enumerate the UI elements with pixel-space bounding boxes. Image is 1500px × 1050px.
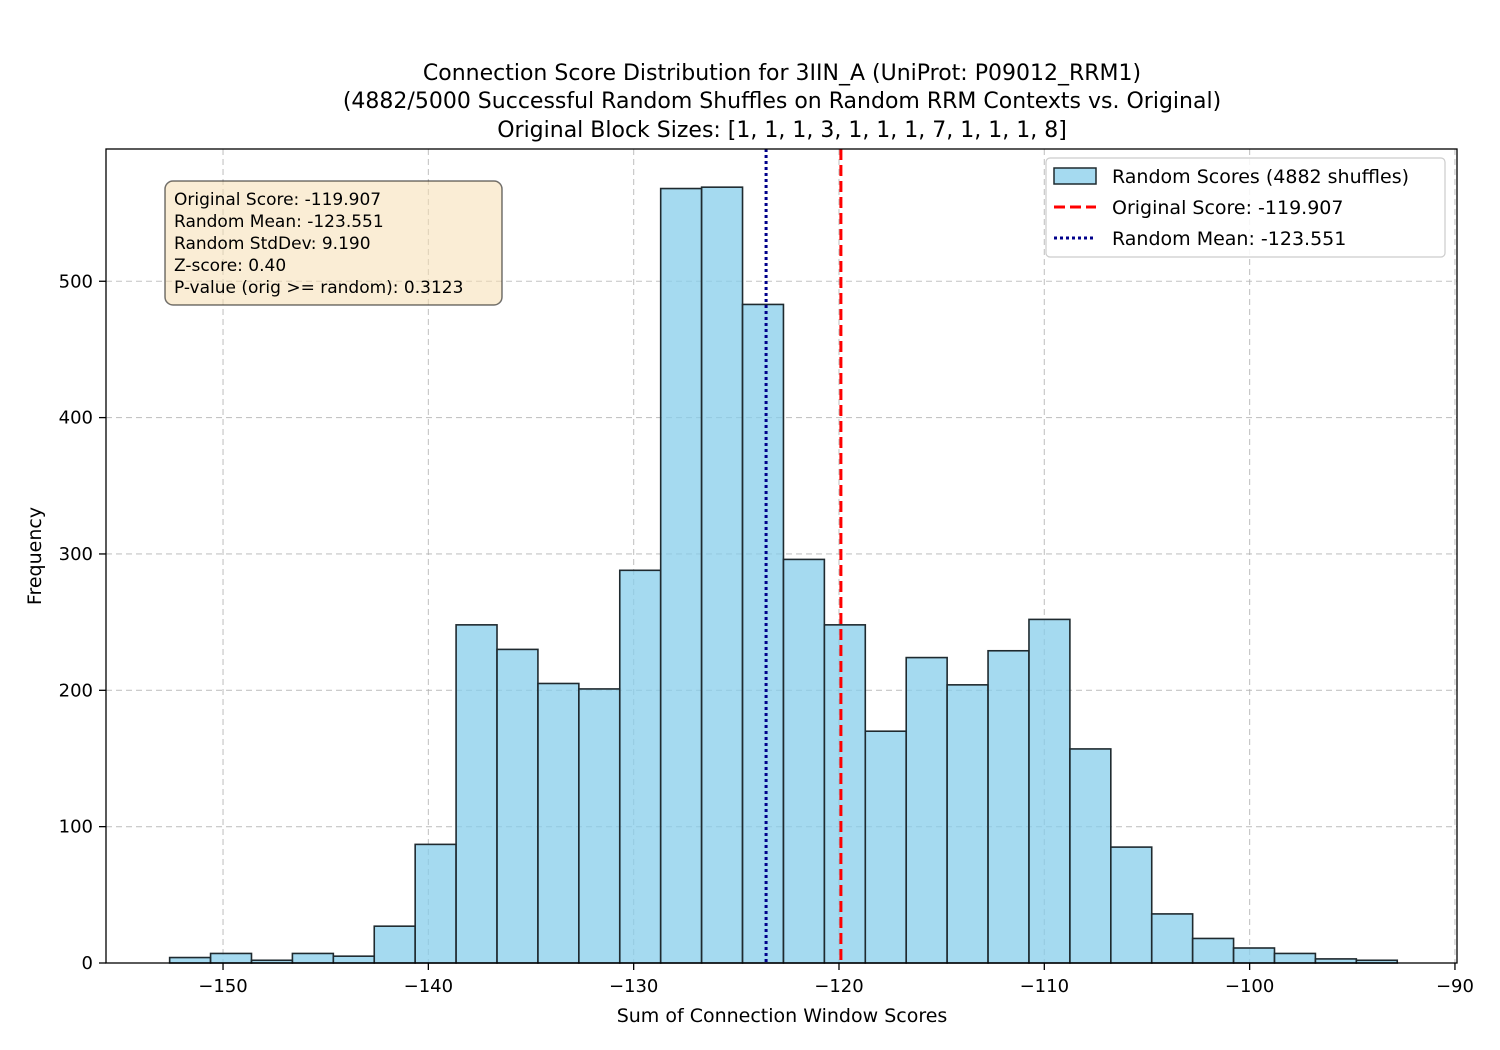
x-tick-label: −140 (404, 976, 453, 997)
histogram-bar (823, 624, 867, 964)
chart-title-line-1: Connection Score Distribution for 3IIN_A… (423, 61, 1141, 86)
chart-title-line-2: (4882/5000 Successful Random Shuffles on… (343, 89, 1221, 114)
stats-box: Original Score: -119.907 Random Mean: -1… (164, 180, 503, 306)
histogram-bar (455, 624, 498, 964)
chart-title-line-3: Original Block Sizes: [1, 1, 1, 3, 1, 1,… (497, 118, 1067, 143)
x-tick-label: −150 (198, 976, 247, 997)
legend-swatch-random-scores (1053, 167, 1097, 185)
histogram-bar (373, 925, 416, 964)
histogram-bar (987, 649, 1030, 964)
histogram-bar (782, 558, 826, 964)
y-tick-label: 500 (59, 271, 93, 292)
x-tick-label: −100 (1225, 976, 1274, 997)
stats-box-background (164, 180, 503, 306)
stats-random-mean: Random Mean: -123.551 (174, 212, 384, 232)
legend-label-random-scores: Random Scores (4882 shuffles) (1112, 166, 1409, 188)
histogram-bars (168, 186, 1399, 964)
histogram-bar (1273, 952, 1317, 964)
x-axis-label: Sum of Connection Window Scores (617, 1005, 948, 1027)
y-tick-label: 400 (59, 408, 93, 429)
histogram-bar (1028, 618, 1071, 964)
histogram-bar (168, 956, 212, 964)
histogram-bar (496, 648, 539, 964)
histogram-bar (1110, 846, 1153, 964)
x-tick-label: −130 (609, 976, 658, 997)
y-tick-label: 300 (59, 544, 93, 565)
y-axis-label: Frequency (24, 507, 46, 605)
chart-title: Connection Score Distribution for 3IIN_A… (343, 61, 1221, 143)
histogram-bar (1150, 913, 1194, 964)
legend-frame (1045, 157, 1446, 258)
histogram-bar (291, 952, 335, 964)
x-tick-label: −90 (1436, 976, 1474, 997)
axes-frame (105, 148, 1458, 964)
histogram-bar (332, 955, 376, 964)
histogram-bar (659, 187, 703, 964)
histogram-bar (537, 682, 580, 964)
x-tick-label: −120 (814, 976, 863, 997)
legend-label-original-score: Original Score: -119.907 (1112, 197, 1343, 219)
legend: Random Scores (4882 shuffles) Original S… (1045, 157, 1446, 258)
x-axis-ticks: −150 −140 −130 −120 −110 −100 −90 (198, 963, 1474, 997)
reference-lines (764, 149, 843, 963)
histogram-bar (1232, 947, 1276, 964)
histogram-bar (209, 952, 253, 964)
y-axis-ticks: 0 100 200 300 400 500 (59, 271, 106, 974)
histogram-bar (864, 730, 908, 964)
stats-random-stddev: Random StdDev: 9.190 (174, 234, 371, 254)
histogram-bar (1191, 937, 1235, 964)
y-tick-label: 100 (59, 817, 93, 838)
y-tick-label: 200 (59, 680, 93, 701)
histogram-bar (1069, 748, 1112, 964)
histogram-bar (905, 656, 948, 964)
stats-p-value: P-value (orig >= random): 0.3123 (174, 278, 463, 298)
x-tick-label: −110 (1020, 976, 1069, 997)
stats-original-score: Original Score: -119.907 (174, 190, 381, 210)
histogram-bar (414, 843, 457, 964)
histogram-bar (618, 569, 662, 964)
legend-label-random-mean: Random Mean: -123.551 (1112, 228, 1346, 250)
y-tick-label: 0 (82, 953, 93, 974)
histogram-bar (741, 303, 785, 964)
histogram-bar (700, 186, 744, 964)
histogram-bar (578, 688, 621, 964)
histogram-bar (946, 684, 989, 964)
stats-z-score: Z-score: 0.40 (174, 256, 286, 276)
